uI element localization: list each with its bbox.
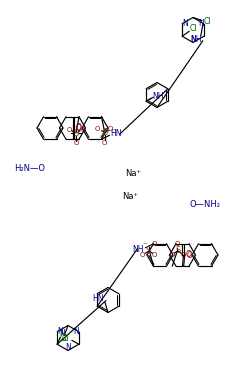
Text: S: S (146, 246, 151, 255)
Text: N: N (198, 19, 204, 28)
Text: NH: NH (152, 92, 164, 101)
Text: O: O (66, 127, 72, 133)
Text: O: O (76, 124, 82, 133)
Text: Cl: Cl (62, 334, 70, 343)
Text: O—NH₂: O—NH₂ (190, 199, 220, 209)
Text: O: O (170, 252, 175, 258)
Text: ⁻: ⁻ (111, 126, 116, 135)
Text: O: O (152, 252, 157, 258)
Text: N: N (59, 329, 65, 338)
Text: O: O (80, 127, 86, 133)
Text: O: O (73, 140, 79, 146)
Text: O: O (76, 123, 82, 132)
Text: H₂N—O: H₂N—O (14, 163, 46, 173)
Text: Na⁺: Na⁺ (125, 168, 141, 178)
Text: O: O (102, 140, 107, 146)
Text: O: O (186, 251, 192, 260)
Text: HN: HN (92, 294, 104, 303)
Text: NH: NH (133, 245, 144, 254)
Text: HN: HN (110, 129, 121, 138)
Text: Cl: Cl (190, 24, 197, 33)
Text: S: S (74, 129, 79, 138)
Text: O: O (140, 252, 145, 258)
Text: Cl: Cl (59, 334, 67, 343)
Text: NH: NH (190, 35, 202, 44)
Text: O: O (174, 241, 180, 247)
Text: O: O (152, 241, 157, 247)
Text: N: N (182, 19, 188, 28)
Text: ⁻: ⁻ (142, 241, 147, 250)
Text: N: N (190, 35, 196, 44)
Text: N: N (73, 327, 79, 336)
Text: O: O (95, 126, 100, 132)
Text: N: N (65, 343, 71, 352)
Text: O: O (186, 250, 192, 259)
Text: S: S (103, 128, 108, 137)
Text: Na⁺: Na⁺ (122, 191, 138, 201)
Text: Cl: Cl (203, 17, 211, 26)
Text: N: N (57, 327, 63, 336)
Text: S: S (176, 246, 181, 255)
Text: O: O (180, 252, 186, 258)
Text: O: O (108, 126, 113, 132)
